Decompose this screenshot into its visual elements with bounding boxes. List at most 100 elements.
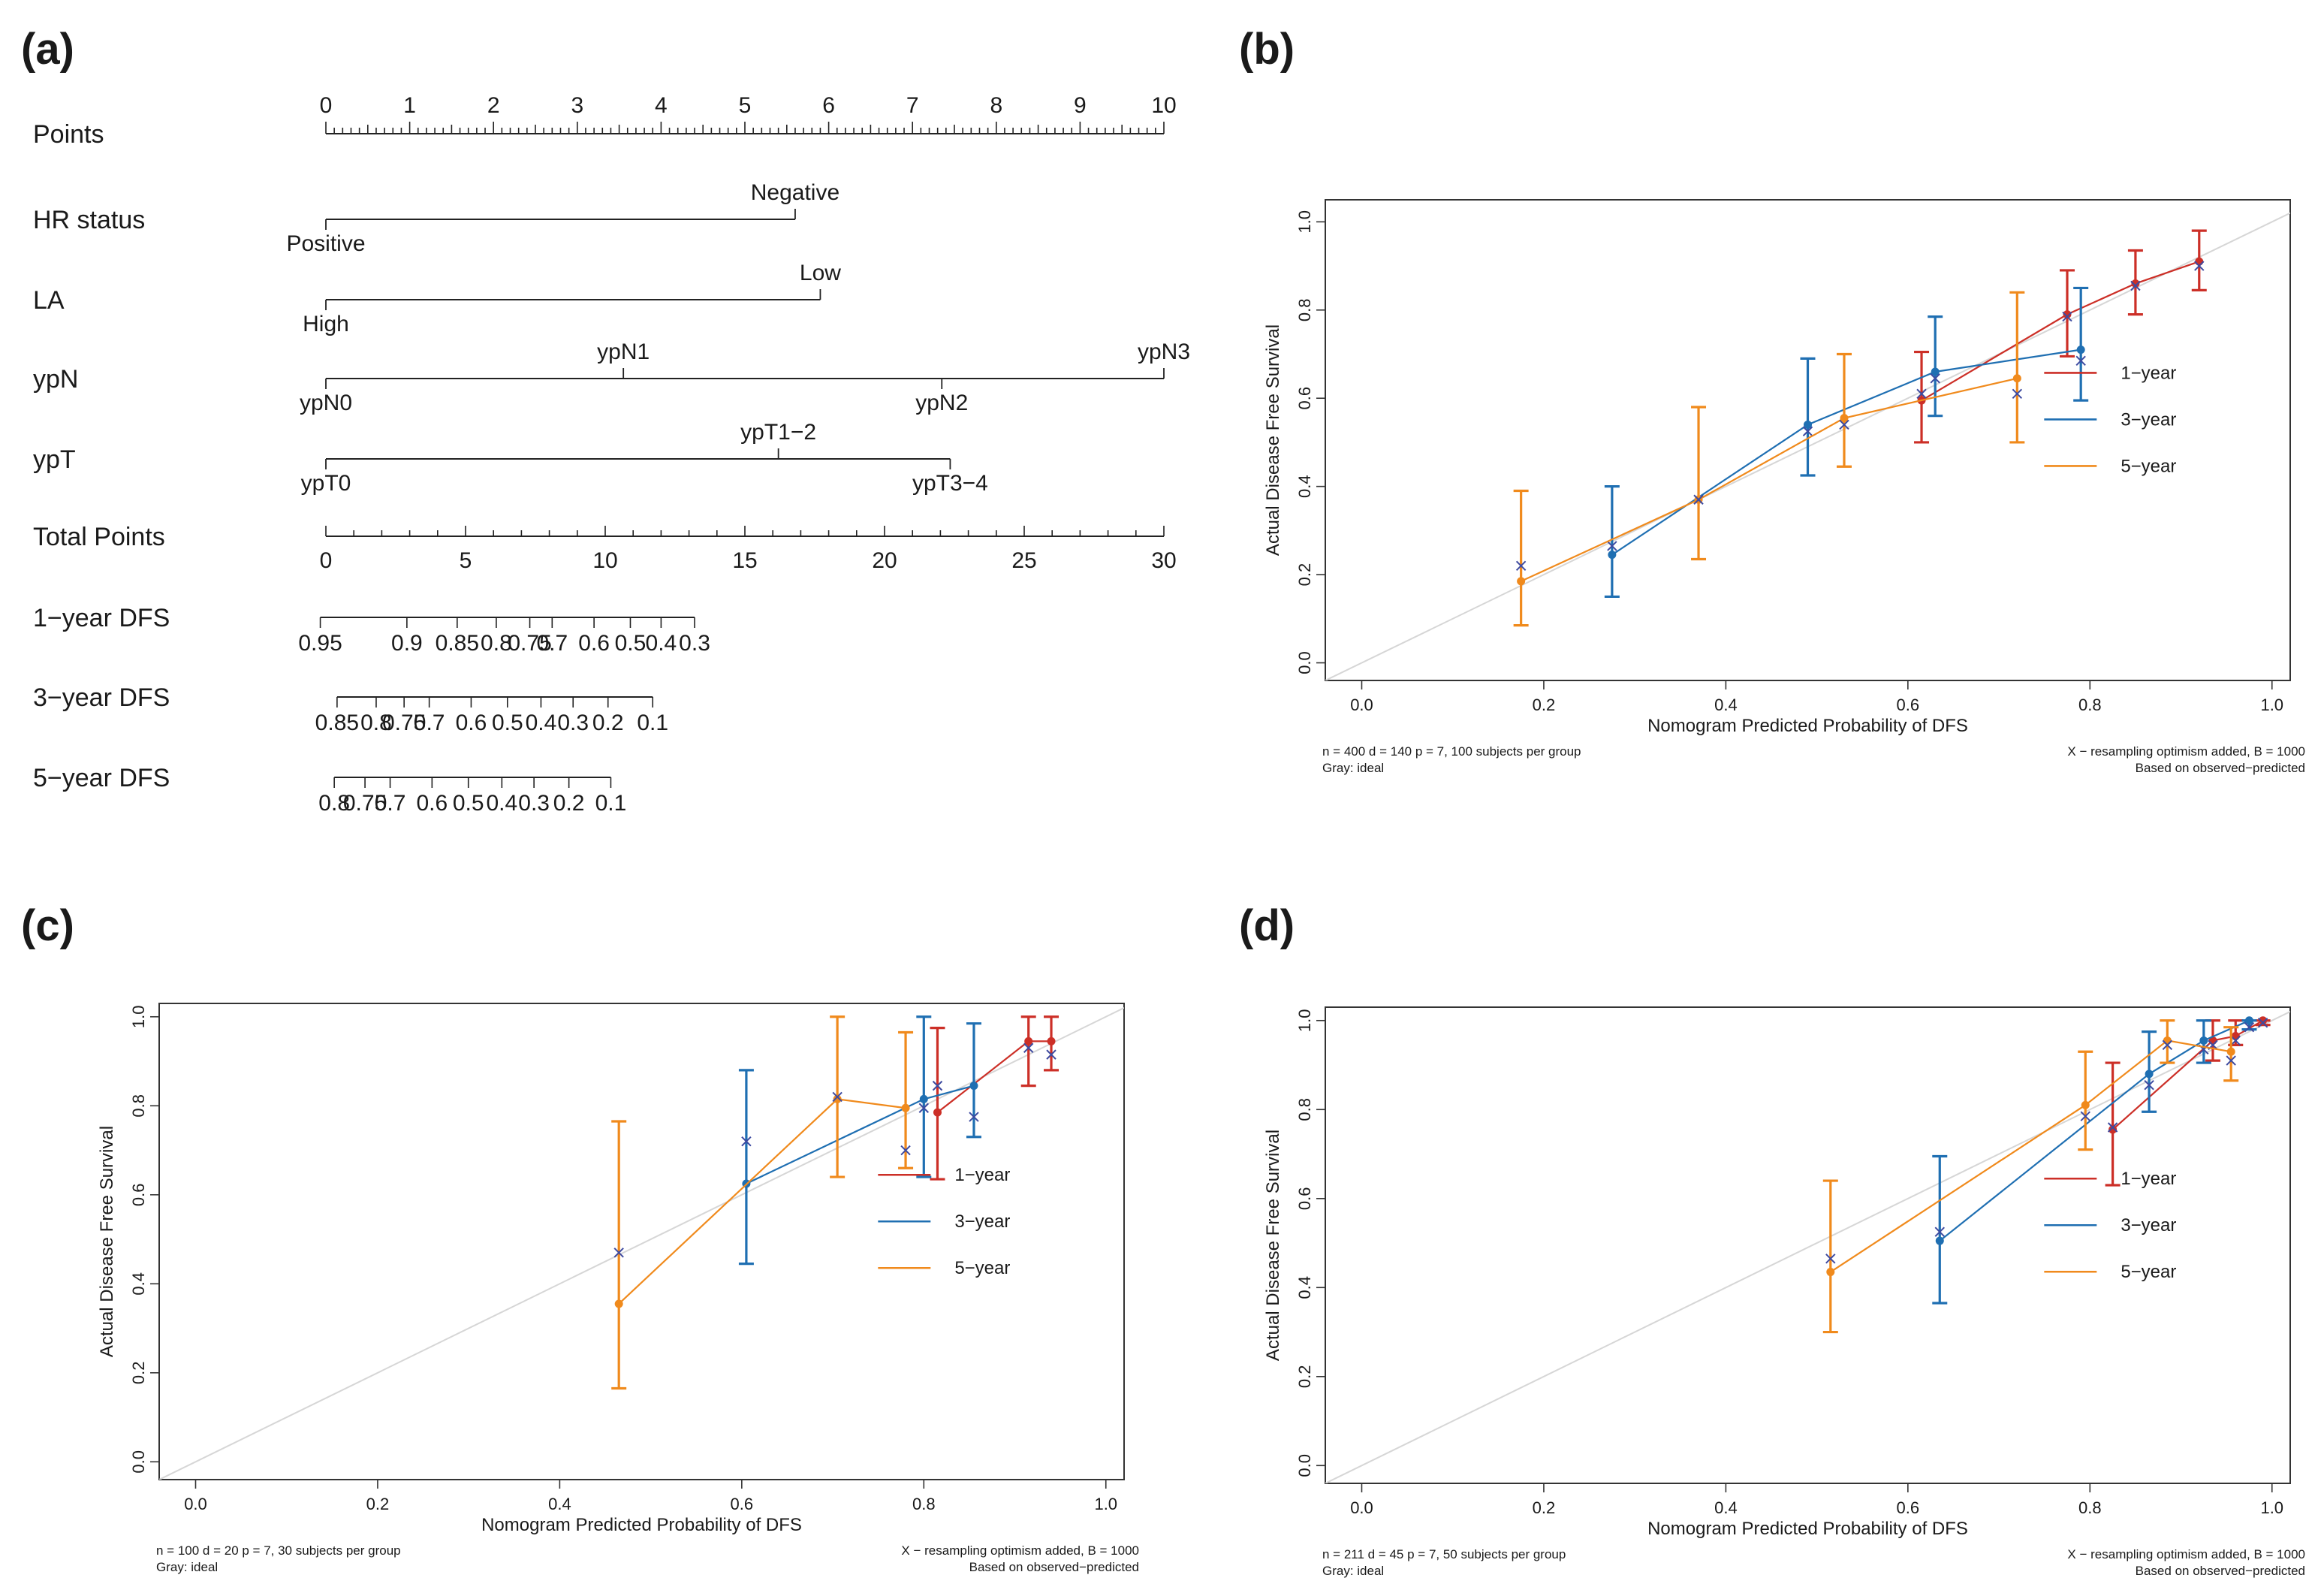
series-1-year <box>2105 1016 2271 1187</box>
nomogram-row-label: ypT <box>33 445 76 474</box>
nomogram-row-label: LA <box>33 286 65 315</box>
data-point <box>1024 1036 1033 1045</box>
plot-frame <box>1325 1006 2291 1484</box>
optimism-cross-marker <box>1693 494 1704 505</box>
y-tick-label: 0.4 <box>1295 475 1314 498</box>
optimism-cross-marker <box>969 1112 979 1122</box>
total-tick-label: 25 <box>1011 548 1036 573</box>
data-point <box>2195 257 2204 266</box>
nomogram-row-total-points: Total Points 0 5 10 15 20 25 30 <box>33 523 1177 573</box>
y-tick-label: 0.0 <box>1295 1454 1314 1477</box>
factor-level-label: Low <box>800 261 841 285</box>
prob-tick-label: 0.75 <box>508 631 551 656</box>
nomogram-row-label: ypN <box>33 365 78 394</box>
points-tick-label: 3 <box>571 93 583 118</box>
optimism-cross-marker <box>2144 1079 2154 1091</box>
series-line <box>746 1085 975 1184</box>
optimism-cross-marker <box>918 1103 930 1113</box>
points-tick-label: 9 <box>1074 93 1087 118</box>
optimism-cross-marker <box>832 1091 842 1103</box>
series-3-year <box>738 1015 981 1266</box>
prob-tick-label: 0.95 <box>298 631 342 656</box>
panel-letter-b: (b) <box>1239 25 1295 74</box>
data-point <box>2012 374 2021 383</box>
data-point <box>2231 1032 2240 1041</box>
optimism-cross-marker <box>1930 373 1940 384</box>
data-point <box>1826 1268 1835 1277</box>
data-point <box>933 1108 942 1117</box>
prob-tick-label: 0.6 <box>417 791 448 816</box>
prob-tick-label: 0.1 <box>637 711 668 735</box>
series-line <box>1939 1019 2250 1242</box>
x-axis-title: Nomogram Predicted Probability of DFS <box>1647 1519 1968 1539</box>
points-tick-label: 8 <box>990 93 1002 118</box>
points-tick-label: 2 <box>487 93 500 118</box>
nomogram-row-ypt: ypT ypT0 ypT1−2 ypT3−4 <box>33 420 988 496</box>
calibration-plot-b: 0.0 0.2 0.4 0.6 0.8 1.0 0.0 0.2 0.4 0.6 0.8 1.0 Nomo… <box>1263 199 2305 775</box>
footnote-left: Gray: ideal <box>1322 1564 1384 1578</box>
data-point <box>2145 1070 2154 1079</box>
prob-tick-label: 0.4 <box>487 791 518 816</box>
data-point <box>1931 367 1940 376</box>
y-tick-label: 0.4 <box>129 1272 148 1296</box>
y-axis-title: Actual Disease Free Survival <box>97 1126 117 1357</box>
panel-letter-a: (a) <box>21 25 74 74</box>
x-tick-label: 0.2 <box>1533 695 1556 714</box>
series-1-year <box>930 1015 1060 1181</box>
optimism-cross-marker <box>2194 261 2205 271</box>
factor-level-label: ypN2 <box>915 391 968 415</box>
data-point <box>1935 1236 1944 1245</box>
footnote-left: n = 400 d = 140 p = 7, 100 subjects per … <box>1322 744 1581 759</box>
y-tick-label: 0.2 <box>1295 563 1314 587</box>
prob-tick-label: 0.7 <box>536 631 568 656</box>
points-tick-label: 10 <box>1151 93 1176 118</box>
legend-label: 5−year <box>2121 1262 2176 1282</box>
nomogram-row-dfs-3-year: 3−year DFS 0.85 0.80.750.7 0.6 0.5 0.4 0.3 0.2 0… <box>33 683 668 735</box>
optimism-cross-marker <box>741 1136 752 1147</box>
optimism-cross-marker <box>900 1145 911 1156</box>
y-tick-label: 0.0 <box>1295 651 1314 674</box>
series-3-year <box>1932 1016 2257 1305</box>
data-point <box>1608 551 1617 560</box>
optimism-cross-marker <box>2107 1122 2118 1133</box>
y-tick-label: 0.8 <box>129 1094 148 1118</box>
legend-label: 1−year <box>2121 363 2176 383</box>
prob-tick-label: 0.3 <box>679 631 710 656</box>
optimism-cross-marker <box>613 1248 624 1258</box>
series-line <box>2111 1019 2264 1130</box>
data-point <box>2244 1016 2253 1025</box>
x-tick-label: 0.4 <box>1714 695 1738 714</box>
data-point <box>2081 1100 2090 1109</box>
optimism-cross-marker <box>2226 1055 2236 1066</box>
prob-tick-label: 0.6 <box>578 631 610 656</box>
data-point <box>614 1299 623 1308</box>
factor-level-label: ypN3 <box>1138 339 1190 364</box>
prob-tick-label: 0.8 <box>481 631 512 656</box>
data-point <box>1804 420 1812 429</box>
series-line <box>1830 1039 2232 1273</box>
y-tick-label: 0.8 <box>1295 298 1314 321</box>
prob-tick-label: 0.75 <box>343 791 387 816</box>
total-tick-label: 10 <box>592 548 617 573</box>
optimism-cross-marker <box>2257 1018 2268 1028</box>
data-point <box>1047 1036 1056 1045</box>
footnote-right: Based on observed−predicted <box>2136 1564 2305 1578</box>
optimism-cross-marker <box>1825 1254 1836 1264</box>
prob-tick-label: 0.5 <box>453 791 484 816</box>
calibration-plot-d: 0.0 0.2 0.4 0.6 0.8 1.0 0.0 0.2 0.4 0.6 0.8 1.0 Nomo… <box>1263 1006 2305 1578</box>
footnote-right: Based on observed−predicted <box>2136 761 2305 775</box>
x-tick-label: 0.6 <box>731 1495 754 1513</box>
optimism-cross-marker <box>2012 388 2023 400</box>
points-tick-label: 5 <box>739 93 752 118</box>
x-tick-label: 0.6 <box>1897 1498 1920 1517</box>
factor-level-label: ypT0 <box>301 471 351 496</box>
prob-tick-label: 0.2 <box>553 791 585 816</box>
nomogram-row-hr-status: HR status Positive Negative <box>33 180 839 256</box>
optimism-cross-marker <box>2230 1035 2241 1046</box>
prob-tick-label: 0.4 <box>646 631 677 656</box>
footnote-left: n = 100 d = 20 p = 7, 30 subjects per gr… <box>156 1543 401 1558</box>
x-tick-label: 0.0 <box>1350 1498 1373 1517</box>
legend-label: 3−year <box>954 1211 1010 1232</box>
x-tick-label: 0.4 <box>1714 1498 1738 1517</box>
optimism-cross-marker <box>2244 1021 2255 1033</box>
